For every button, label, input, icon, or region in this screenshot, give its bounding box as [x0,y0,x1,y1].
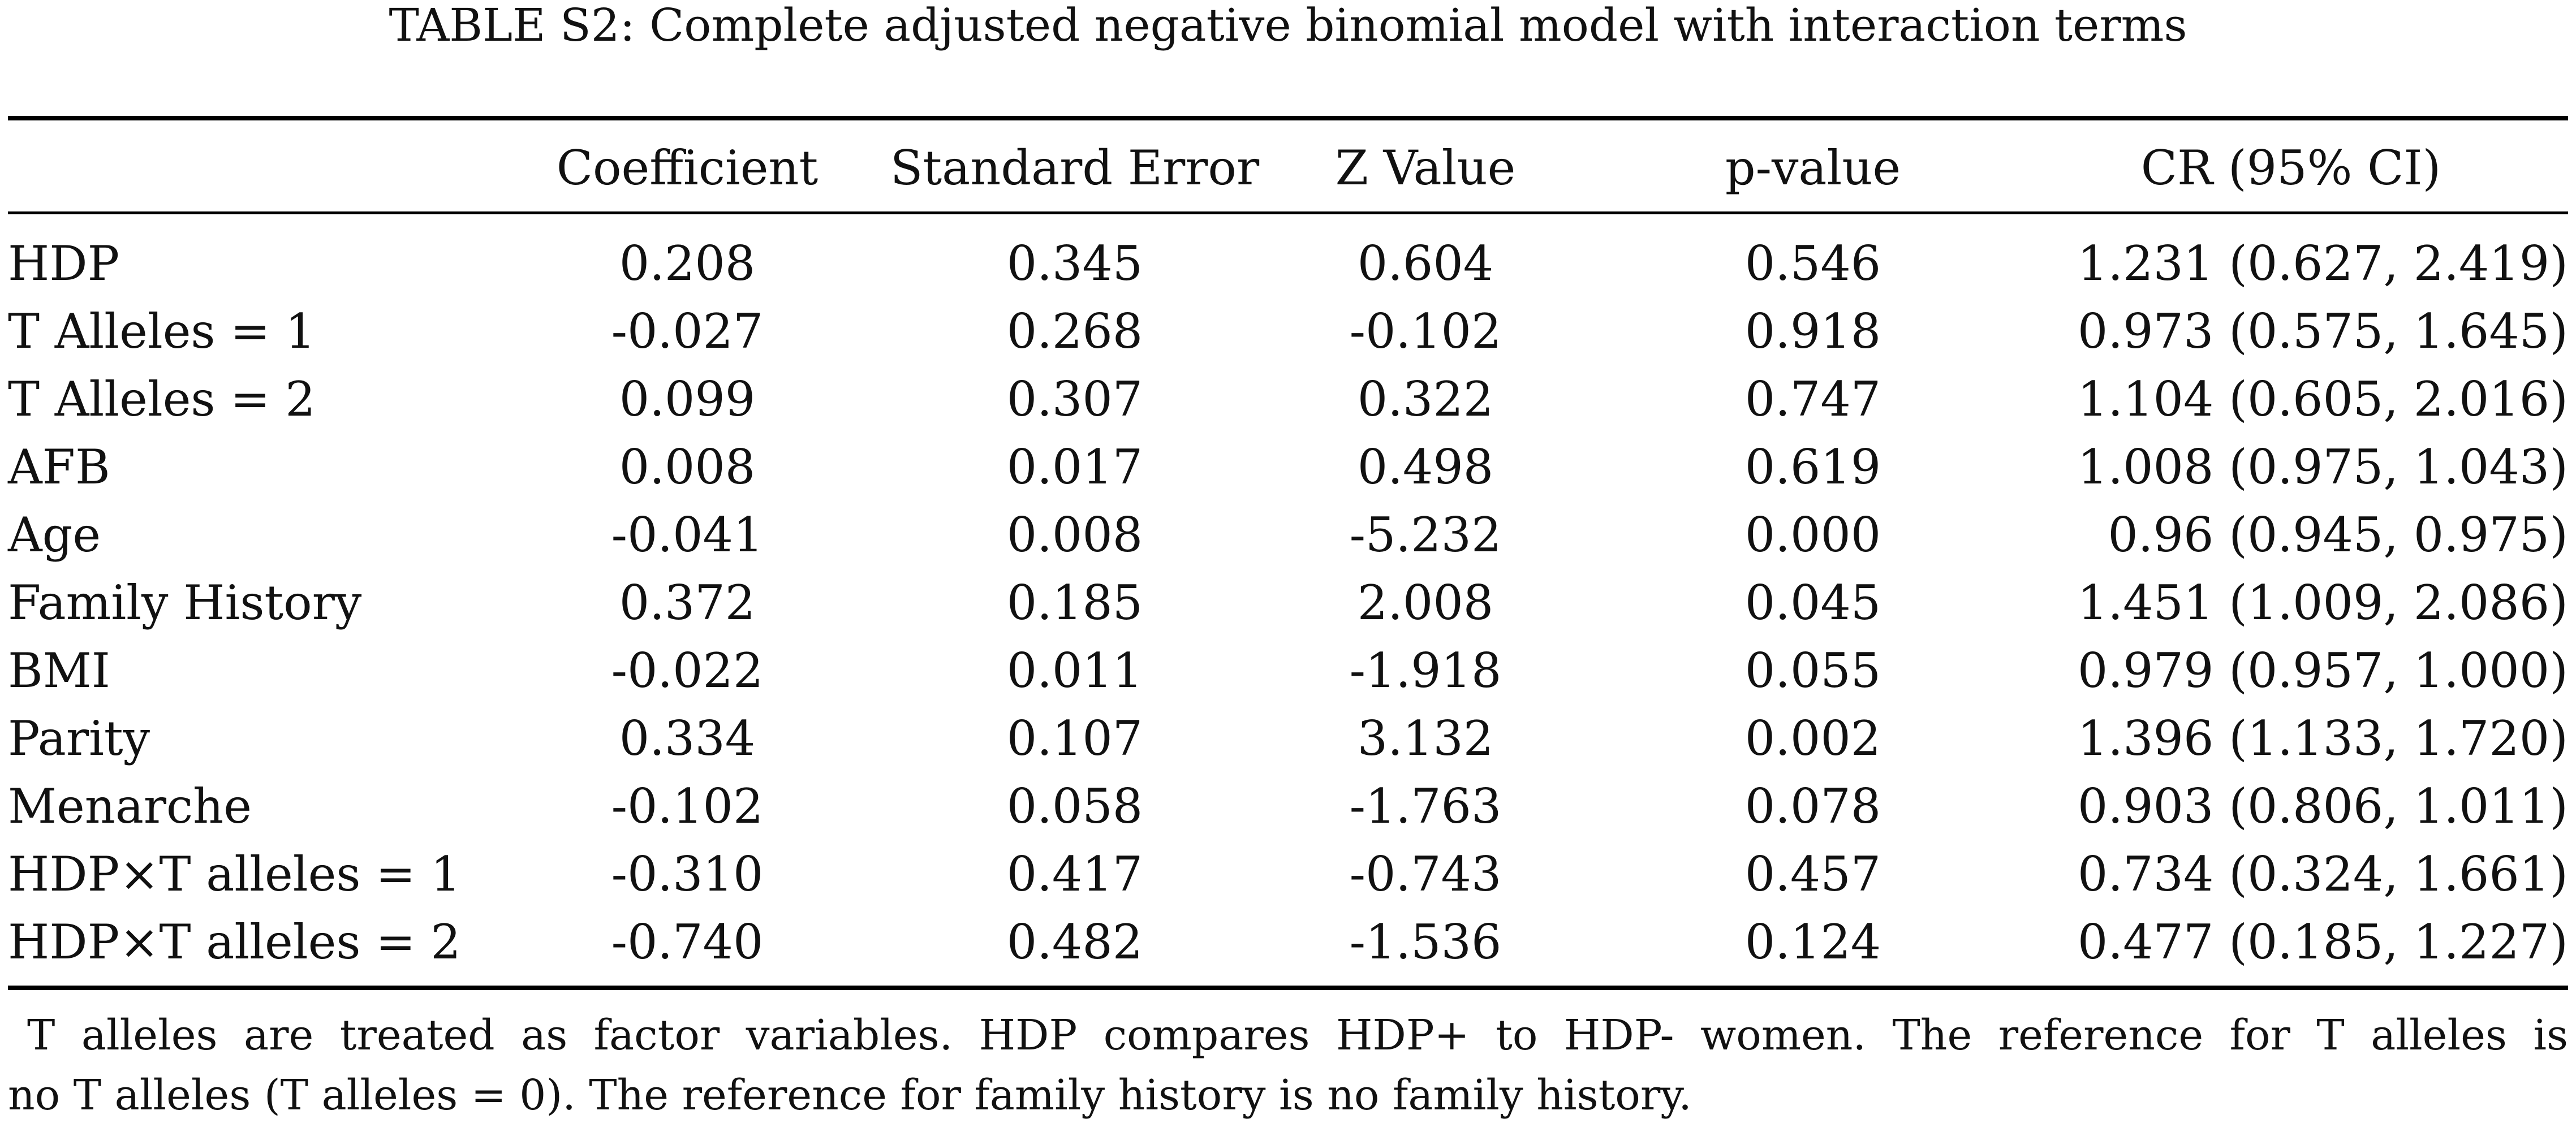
cell-cr: 1.396 (1.133, 1.720) [2077,711,2568,766]
cell-z-value: -1.918 [1349,643,1502,698]
cell-p-value: 0.546 [1744,236,1881,291]
cell-cr: 0.96 (0.945, 0.975) [2108,507,2568,563]
header-p-value: p-value [1725,140,1901,196]
cell-p-value: 0.045 [1744,575,1881,630]
table-caption: TABLE S2: Complete adjusted negative bin… [389,0,2187,51]
cell-coefficient: -0.041 [611,507,764,563]
row-label: AFB [8,439,110,495]
cell-coefficient: 0.334 [619,711,756,766]
cell-cr: 0.973 (0.575, 1.645) [2077,304,2568,359]
cell-p-value: 0.000 [1744,507,1881,563]
cell-p-value: 0.124 [1744,914,1881,970]
cell-z-value: -0.743 [1349,846,1502,902]
header-label [8,134,545,202]
cell-p-value: 0.078 [1744,779,1881,834]
cell-z-value: 0.604 [1357,236,1494,291]
cell-standard-error: 0.307 [1006,371,1143,427]
cell-z-value: 0.498 [1357,439,1494,495]
cell-z-value: -5.232 [1349,507,1502,563]
cell-standard-error: 0.058 [1006,779,1143,834]
cell-p-value: 0.747 [1744,371,1881,427]
row-label: BMI [8,643,110,698]
cell-p-value: 0.002 [1744,711,1881,766]
table-row: AFB 0.008 0.017 0.498 0.619 1.008 (0.975, 1.0… [0,433,2576,501]
cell-z-value: 3.132 [1357,711,1494,766]
table-row: HDP×T alleles = 2 -0.740 0.482 -1.536 0.124 0… [0,908,2576,976]
table-row: Family History 0.372 0.185 2.008 0.045 1.451 … [0,569,2576,637]
table-row: HDP 0.208 0.345 0.604 0.546 1.231 (0.627, 2.4… [0,230,2576,297]
table-bottom-rule [8,986,2568,990]
cell-standard-error: 0.482 [1006,914,1143,970]
cell-standard-error: 0.268 [1006,304,1143,359]
table-header-rule [8,211,2568,214]
cell-z-value: 2.008 [1357,575,1494,630]
cell-coefficient: 0.008 [619,439,756,495]
cell-z-value: -0.102 [1349,304,1502,359]
table-row: HDP×T alleles = 1 -0.310 0.417 -0.743 0.457 0… [0,840,2576,908]
cell-cr: 0.734 (0.324, 1.661) [2077,846,2568,902]
row-label: HDP×T alleles = 1 [8,846,461,902]
table-footnote: T alleles are treated as factor variable… [8,1005,2568,1125]
cell-standard-error: 0.107 [1006,711,1143,766]
row-label: HDP [8,236,120,291]
footnote-line-2: no T alleles (T alleles = 0). The refere… [8,1071,1692,1120]
cell-standard-error: 0.011 [1006,643,1143,698]
row-label: Age [8,507,101,563]
row-label: Parity [8,711,150,766]
row-label: T Alleles = 2 [8,371,316,427]
cell-p-value: 0.918 [1744,304,1881,359]
row-label: Menarche [8,779,252,834]
header-cr: CR (95% CI) [2140,140,2441,196]
cell-coefficient: 0.099 [619,371,756,427]
cell-cr: 0.477 (0.185, 1.227) [2077,914,2568,970]
table-row: BMI -0.022 0.011 -1.918 0.055 0.979 (0.957, 1… [0,637,2576,705]
row-label: HDP×T alleles = 2 [8,914,461,970]
header-z-value: Z Value [1335,140,1516,196]
row-label: Family History [8,575,362,630]
cell-cr: 1.231 (0.627, 2.419) [2077,236,2568,291]
cell-p-value: 0.619 [1744,439,1881,495]
cell-coefficient: 0.208 [619,236,756,291]
table-row: Menarche -0.102 0.058 -1.763 0.078 0.903 (0.8… [0,772,2576,840]
cell-z-value: 0.322 [1357,371,1494,427]
cell-cr: 0.903 (0.806, 1.011) [2077,779,2568,834]
header-coefficient: Coefficient [556,140,819,196]
table-header-row: Coefficient Standard Error Z Value p-val… [0,134,2576,202]
cell-coefficient: -0.310 [611,846,764,902]
cell-coefficient: -0.027 [611,304,764,359]
cell-cr: 1.008 (0.975, 1.043) [2077,439,2568,495]
cell-coefficient: -0.022 [611,643,764,698]
cell-cr: 1.451 (1.009, 2.086) [2077,575,2568,630]
cell-cr: 1.104 (0.605, 2.016) [2077,371,2568,427]
cell-z-value: -1.763 [1349,779,1502,834]
table-top-rule [8,116,2568,120]
table-row: Parity 0.334 0.107 3.132 0.002 1.396 (1.133, … [0,705,2576,772]
footnote-line-1: T alleles are treated as factor variable… [27,1011,2568,1060]
header-standard-error: Standard Error [890,140,1260,196]
cell-z-value: -1.536 [1349,914,1502,970]
cell-standard-error: 0.185 [1006,575,1143,630]
cell-standard-error: 0.008 [1006,507,1143,563]
cell-coefficient: -0.740 [611,914,764,970]
cell-standard-error: 0.345 [1006,236,1143,291]
row-label: T Alleles = 1 [8,304,316,359]
cell-coefficient: 0.372 [619,575,756,630]
table-row: T Alleles = 1 -0.027 0.268 -0.102 0.918 0.973… [0,297,2576,365]
cell-coefficient: -0.102 [611,779,764,834]
cell-standard-error: 0.017 [1006,439,1143,495]
cell-cr: 0.979 (0.957, 1.000) [2077,643,2568,698]
cell-p-value: 0.055 [1744,643,1881,698]
table-row: T Alleles = 2 0.099 0.307 0.322 0.747 1.104 (… [0,365,2576,433]
cell-p-value: 0.457 [1744,846,1881,902]
table-row: Age -0.041 0.008 -5.232 0.000 0.96 (0.945, 0.… [0,501,2576,569]
cell-standard-error: 0.417 [1006,846,1143,902]
